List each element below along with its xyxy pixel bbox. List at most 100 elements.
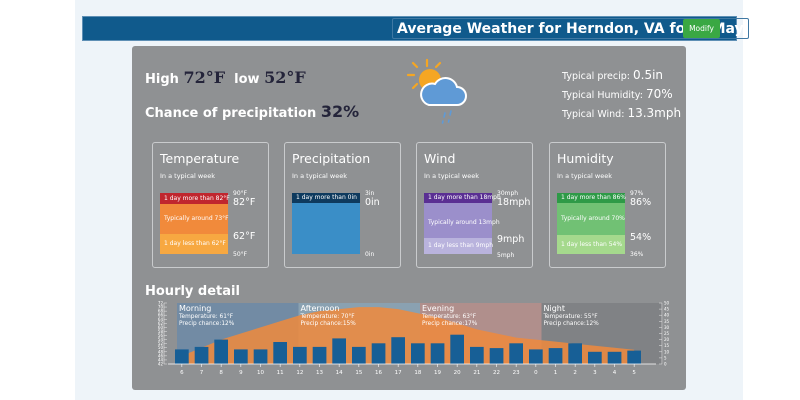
range-segment-typical: Typically around 13mph bbox=[424, 203, 500, 238]
period-precip: Precip chance:12% bbox=[544, 321, 600, 327]
humidity-range-stack: 1 day more than 86% Typically around 70%… bbox=[557, 193, 626, 254]
range-segment-low: 1 day less than 9mph bbox=[424, 238, 493, 254]
right-axis-tick-label: 35 bbox=[664, 319, 670, 324]
x-tick-label: 18 bbox=[414, 370, 421, 376]
range-segment-low: 1 day less than 54% bbox=[557, 235, 625, 254]
left-axis-tick-label: 60 bbox=[158, 325, 164, 330]
precip-chance-line: Chance of precipitation 32% bbox=[145, 102, 359, 121]
precip-bar-16 bbox=[371, 343, 386, 364]
typical-humidity: Typical Humidity: 70% bbox=[562, 87, 673, 101]
range-lower-label: 54% bbox=[630, 232, 652, 243]
range-min-label: 50°F bbox=[233, 251, 248, 258]
x-tick-label: 0 bbox=[534, 370, 538, 376]
range-min-label: 0in bbox=[365, 251, 375, 258]
x-tick-label: 14 bbox=[336, 370, 343, 376]
period-name: Morning bbox=[179, 304, 211, 313]
right-axis-tick-label: 40 bbox=[664, 313, 670, 318]
hourly-detail-title: Hourly detail bbox=[145, 284, 240, 299]
x-tick-label: 15 bbox=[355, 370, 362, 376]
range-max-label: 90°F bbox=[233, 190, 248, 197]
precip-bar-1 bbox=[548, 348, 563, 364]
precip-bar-2 bbox=[568, 343, 582, 364]
period-temperature: Temperature: 70°F bbox=[300, 314, 355, 320]
x-tick-label: 17 bbox=[395, 370, 402, 376]
right-axis-tick-label: 45 bbox=[664, 307, 670, 312]
left-axis-tick-label: 50 bbox=[158, 345, 164, 350]
precip-bar-12 bbox=[293, 346, 307, 364]
typical-humidity-value: 70% bbox=[645, 87, 673, 101]
right-axis-tick-label: 25 bbox=[664, 331, 670, 336]
precip-bar-20 bbox=[450, 334, 464, 364]
right-axis-tick-label: 20 bbox=[664, 337, 670, 342]
x-tick-label: 9 bbox=[239, 370, 243, 376]
sun-cloud-rain-icon bbox=[406, 58, 467, 124]
x-tick-label: 5 bbox=[632, 370, 636, 376]
period-precip: Precip chance:12% bbox=[179, 321, 235, 327]
range-segment-low: 1 day less than 62°F bbox=[160, 234, 228, 254]
precip-bar-21 bbox=[470, 346, 484, 364]
left-axis-tick-label: 56 bbox=[158, 333, 164, 338]
x-tick-label: 20 bbox=[454, 370, 461, 376]
precip-bar-8 bbox=[214, 339, 228, 364]
x-tick-label: 21 bbox=[473, 370, 480, 376]
low-value: 52°F bbox=[264, 68, 306, 87]
wind-range-stack: 1 day more than 18mph Typically around 1… bbox=[424, 193, 501, 254]
card-subtitle: In a typical week bbox=[424, 172, 479, 180]
right-axis-tick-label: 50 bbox=[664, 301, 670, 306]
precip-bar-22 bbox=[489, 348, 504, 364]
typical-wind: Typical Wind: 13.3mph bbox=[562, 106, 681, 120]
precipitation-card: Precipitation In a typical week 1 day mo… bbox=[284, 142, 401, 268]
precip-bar-6 bbox=[175, 349, 189, 364]
range-min-label: 36% bbox=[630, 251, 644, 258]
precip-chance-value: 32% bbox=[320, 102, 360, 121]
left-axis-tick-label: 72 bbox=[158, 301, 164, 306]
weather-card: High 72°F low 52°F Chance of precipitati… bbox=[132, 46, 686, 390]
left-axis-tick-label: 68 bbox=[158, 309, 164, 314]
typical-wind-value: 13.3mph bbox=[627, 106, 682, 120]
page-title: Average Weather for Herndon, VA for 9 Ma… bbox=[392, 18, 749, 39]
precip-bar-19 bbox=[430, 343, 445, 364]
wind-card: Wind In a typical week 1 day more than 1… bbox=[416, 142, 533, 268]
range-lower-label: 62°F bbox=[233, 231, 256, 242]
card-subtitle: In a typical week bbox=[292, 172, 347, 180]
x-tick-label: 2 bbox=[573, 370, 577, 376]
left-axis-tick-label: 42 bbox=[158, 362, 164, 367]
range-upper-label: 86% bbox=[630, 197, 652, 208]
low-label: low bbox=[234, 72, 260, 87]
precip-bar-10 bbox=[253, 349, 268, 364]
right-axis-tick-label: 0 bbox=[664, 362, 667, 367]
range-max-label: 3in bbox=[365, 190, 375, 197]
card-title: Wind bbox=[424, 151, 456, 166]
x-tick-label: 19 bbox=[434, 370, 441, 376]
left-axis-tick-label: 58 bbox=[158, 329, 164, 334]
humidity-card: Humidity In a typical week 1 day more th… bbox=[549, 142, 666, 268]
temperature-range-stack: 1 day more than 82°F Typically around 73… bbox=[160, 193, 230, 254]
precip-chance-label: Chance of precipitation bbox=[145, 106, 317, 121]
left-axis-tick-label: 62 bbox=[158, 321, 164, 326]
precip-bar-11 bbox=[273, 342, 287, 364]
card-title: Temperature bbox=[160, 151, 240, 166]
precip-bar-7 bbox=[194, 346, 209, 364]
modify-button[interactable]: Modify bbox=[683, 19, 720, 38]
range-segment-high: 1 day more than 82°F bbox=[160, 193, 230, 204]
typical-humidity-label: Typical Humidity: bbox=[562, 90, 643, 101]
x-tick-label: 13 bbox=[316, 370, 323, 376]
x-tick-label: 8 bbox=[219, 370, 223, 376]
right-axis-tick-label: 30 bbox=[664, 325, 670, 330]
x-tick-label: 23 bbox=[513, 370, 520, 376]
left-axis-tick-label: 54 bbox=[158, 337, 164, 342]
precip-bar-14 bbox=[332, 338, 346, 364]
range-segment-high: 1 day more than 0in bbox=[292, 193, 360, 203]
left-axis-tick-label: 48 bbox=[158, 349, 164, 354]
x-tick-label: 11 bbox=[277, 370, 284, 376]
period-temperature: Temperature: 55°F bbox=[543, 314, 598, 320]
period-name: Evening bbox=[422, 304, 454, 313]
precip-bar-23 bbox=[509, 343, 523, 364]
range-upper-label: 0in bbox=[365, 197, 380, 208]
x-tick-label: 3 bbox=[593, 370, 597, 376]
range-segment-typical: Typically around 73°F bbox=[160, 204, 229, 234]
typical-precip-value: 0.5in bbox=[633, 68, 664, 82]
period-precip: Precip chance:15% bbox=[301, 321, 357, 327]
high-label: High bbox=[145, 72, 179, 87]
range-max-label: 97% bbox=[630, 190, 644, 197]
